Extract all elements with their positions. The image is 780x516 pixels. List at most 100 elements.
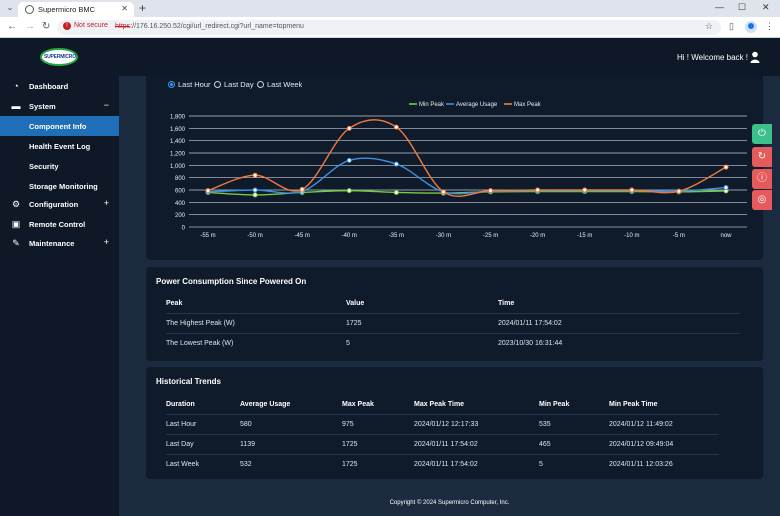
- y-tick-label: 200: [175, 213, 186, 219]
- browser-tab-bar: ⌄ Supermicro BMC ✕ + — ☐ ✕: [0, 0, 780, 17]
- column-header: Max Peak: [342, 401, 374, 408]
- table-row: Last Day 1139 1725 2024/01/11 17:54:02 4…: [166, 435, 719, 455]
- y-tick-label: 1,800: [170, 115, 186, 121]
- main-content: Last Hour Last Day Last Week 0 200 400 600 8…: [119, 76, 780, 516]
- warning-icon: !: [63, 22, 71, 30]
- table-row: The Highest Peak (W) 1725 2024/01/11 17:…: [166, 314, 740, 334]
- radio-dot[interactable]: [214, 81, 221, 88]
- globe-icon[interactable]: ◎: [752, 190, 772, 210]
- supermicro-logo[interactable]: SUPERMICRO: [40, 48, 78, 66]
- x-tick-label: -50 m: [247, 233, 262, 239]
- column-header: Average Usage: [240, 401, 291, 408]
- not-secure-badge[interactable]: ! Not secure: [63, 22, 108, 30]
- x-tick-label: -30 m: [436, 233, 451, 239]
- expand-icon[interactable]: +: [103, 198, 109, 208]
- column-header: Time: [498, 300, 515, 307]
- series-line-max-peak: [207, 119, 727, 197]
- data-point: [346, 125, 352, 131]
- data-point: [582, 187, 588, 193]
- y-tick-label: 1,000: [170, 164, 186, 170]
- browser-tab[interactable]: Supermicro BMC ✕: [18, 2, 134, 17]
- sidebar-item-maintenance[interactable]: ✎ Maintenance +: [12, 237, 109, 248]
- column-header: Peak: [166, 300, 183, 307]
- browser-menu-icon[interactable]: ⋮: [765, 21, 774, 31]
- x-tick-label: -40 m: [342, 233, 357, 239]
- expand-icon[interactable]: +: [103, 237, 109, 247]
- info-icon[interactable]: ⓘ: [752, 169, 772, 189]
- user-icon[interactable]: [750, 51, 760, 63]
- collapse-icon[interactable]: −: [103, 100, 109, 110]
- column-header: Min Peak Time: [609, 401, 658, 408]
- data-point: [252, 192, 258, 198]
- data-point: [723, 164, 729, 170]
- sidebar-item-remote-control[interactable]: ▣ Remote Control: [11, 219, 86, 229]
- sidebar-item-system[interactable]: ▬ System −: [11, 100, 110, 111]
- radio-dot[interactable]: [168, 81, 175, 88]
- power-icon[interactable]: ⏻: [752, 124, 772, 144]
- radio-dot[interactable]: [257, 81, 264, 88]
- y-tick-label: 0: [182, 226, 186, 232]
- sidebar-item-health-event-log[interactable]: Health Event Log: [29, 142, 91, 151]
- data-point: [346, 188, 352, 194]
- monitor-icon: ▬: [11, 101, 21, 111]
- refresh-icon[interactable]: ↻: [752, 147, 772, 167]
- sidebar-item-storage-monitoring[interactable]: Storage Monitoring: [29, 182, 98, 191]
- terminal-icon: ▣: [11, 219, 21, 229]
- y-tick-label: 400: [175, 201, 186, 207]
- x-tick-label: -5 m: [673, 233, 685, 239]
- profile-avatar-icon[interactable]: [745, 21, 757, 33]
- url-text: https://176.16.250.52/cgi/url_redirect.c…: [115, 23, 304, 30]
- column-header: Min Peak: [539, 401, 570, 408]
- maximize-icon[interactable]: ☐: [738, 2, 747, 12]
- table-header-row: Duration Average Usage Max Peak Max Peak…: [166, 395, 719, 415]
- x-tick-label: -15 m: [577, 233, 592, 239]
- x-tick-label: -45 m: [295, 233, 310, 239]
- data-point: [535, 187, 541, 193]
- table-row: The Lowest Peak (W) 5 2023/10/30 16:31:4…: [166, 340, 563, 347]
- power-line-chart: 0 200 400 600 800 1,000 1,200 1,400 1,600 1,800 -5…: [170, 102, 747, 239]
- historical-trends-title: Historical Trends: [156, 377, 221, 386]
- data-point: [252, 187, 258, 193]
- url-field[interactable]: ! Not secure https://176.16.250.52/cgi/ur…: [57, 20, 721, 35]
- side-panel-icon[interactable]: ▯: [729, 21, 734, 31]
- power-consumption-card: Power Consumption Since Powered On Peak …: [146, 267, 763, 361]
- column-header: Duration: [166, 401, 195, 408]
- sidebar-item-component-info[interactable]: Component Info: [0, 116, 119, 136]
- x-tick-label: -55 m: [200, 233, 215, 239]
- data-point: [676, 188, 682, 194]
- power-consumption-title: Power Consumption Since Powered On: [156, 277, 307, 286]
- legend-label: Max Peak: [514, 102, 542, 108]
- data-point: [440, 189, 446, 195]
- favicon-icon: [25, 5, 34, 14]
- table-row: Last Hour 580 975 2024/01/12 12:17:33 53…: [166, 415, 719, 435]
- y-tick-label: 1,200: [170, 152, 186, 158]
- close-tab-icon[interactable]: ✕: [121, 4, 128, 13]
- sidebar: ◔ Dashboard ▬ System − Component Info He…: [0, 76, 119, 516]
- minimize-icon[interactable]: —: [715, 2, 724, 12]
- sidebar-item-dashboard[interactable]: ◔ Dashboard: [0, 76, 119, 96]
- footer-copyright: Copyright © 2024 Supermicro Computer, In…: [389, 500, 510, 506]
- tab-title: Supermicro BMC: [38, 5, 96, 14]
- x-tick-label: -10 m: [624, 233, 639, 239]
- table-row: Last Week 532 1725 2024/01/11 17:54:02 5…: [166, 461, 673, 468]
- historical-trends-card: Historical Trends Duration Average Usage…: [146, 367, 763, 479]
- bookmark-star-icon[interactable]: ☆: [705, 21, 714, 31]
- data-point: [205, 188, 211, 194]
- sidebar-item-configuration[interactable]: ⚙ Configuration +: [11, 198, 109, 209]
- sidebar-item-security[interactable]: Security: [29, 162, 59, 171]
- data-point: [346, 157, 352, 163]
- legend-label: Average Usage: [456, 102, 498, 108]
- back-icon[interactable]: ←: [7, 21, 17, 32]
- legend-label: Min Peak: [419, 102, 445, 108]
- close-window-icon[interactable]: ✕: [762, 2, 770, 12]
- tab-search-icon[interactable]: ⌄: [6, 3, 14, 12]
- forward-icon[interactable]: →: [25, 21, 35, 32]
- x-tick-label: -35 m: [389, 233, 404, 239]
- y-tick-label: 1,400: [170, 139, 186, 145]
- reload-icon[interactable]: ↻: [42, 21, 51, 32]
- data-point: [393, 124, 399, 130]
- new-tab-icon[interactable]: +: [139, 1, 147, 15]
- data-point: [393, 189, 399, 195]
- table-header-row: Peak Value Time: [166, 294, 740, 314]
- dashboard-icon: ◔: [13, 81, 19, 91]
